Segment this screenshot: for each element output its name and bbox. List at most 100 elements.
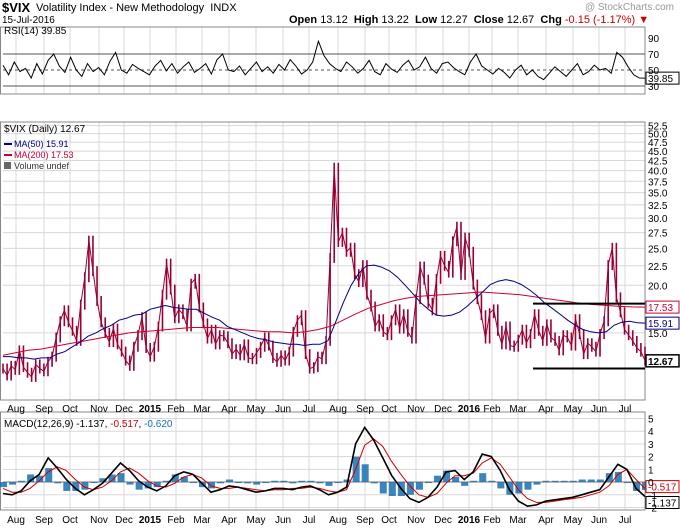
macd-x-label: Nov xyxy=(90,515,108,526)
macd-hist-bar xyxy=(578,479,586,483)
macd-x-label: May xyxy=(247,515,266,526)
price-last-value-box xyxy=(645,354,680,368)
macd-x-label: 2015 xyxy=(139,515,162,526)
macd-hist-bar xyxy=(470,480,478,483)
macd-hist-bar xyxy=(90,482,98,484)
macd-hist-bar xyxy=(271,480,279,483)
low-value: 12.27 xyxy=(440,14,468,26)
macd-hist-bar xyxy=(424,482,432,484)
macd-hist-bar xyxy=(461,482,469,486)
ticker-symbol: $VIX xyxy=(2,0,31,15)
ma200-last-value: 17.53 xyxy=(648,303,673,314)
macd-legend-macd: MACD(12,26,9) -1.137, xyxy=(4,419,110,430)
macd-hist-bar xyxy=(361,464,369,483)
down-arrow-icon: ▼ xyxy=(638,14,650,26)
macd-line xyxy=(2,425,646,508)
macd-x-label: Sep xyxy=(35,515,53,526)
grid-lines xyxy=(3,27,645,510)
price-tick-label: 20.0 xyxy=(648,281,668,292)
macd-hist-bar xyxy=(533,482,541,485)
price-tick-label: 47.5 xyxy=(648,138,668,149)
close-value: 12.67 xyxy=(506,14,535,26)
macd-hist-bar xyxy=(72,482,80,491)
price-tick-label: 52.5 xyxy=(648,122,668,133)
rsi-last-value: 39.85 xyxy=(648,74,673,85)
price-x-label: Jul xyxy=(619,404,632,415)
price-x-label: 2015 xyxy=(139,404,162,415)
rsi-tick-label: 30 xyxy=(648,82,660,93)
price-tick-label: 37.5 xyxy=(648,177,668,188)
high-value: 13.22 xyxy=(381,14,409,26)
price-tick-label: 27.5 xyxy=(648,229,668,240)
exchange-label: INDX xyxy=(210,2,237,14)
rsi-tick-label: 90 xyxy=(648,34,660,45)
macd-x-label: Aug xyxy=(329,515,347,526)
price-legend-vix: $VIX (Daily) 12.67 xyxy=(4,124,86,135)
macd-hist-bar xyxy=(9,482,17,485)
macd-hist-bar xyxy=(623,482,631,484)
price-x-label: Jun xyxy=(275,404,291,415)
price-x-label: Apr xyxy=(538,404,554,415)
macd-x-label: Mar xyxy=(509,515,527,526)
price-tick-label: 22.5 xyxy=(648,262,668,273)
macd-signal-last-value: -0.517 xyxy=(648,483,677,494)
macd-panel-border xyxy=(0,411,646,511)
macd-legend-signal: -0.517 xyxy=(110,419,139,430)
macd-hist-bar xyxy=(334,482,342,484)
chg-label: Chg xyxy=(540,14,562,26)
macd-hist-bar xyxy=(262,482,270,484)
macd-hist-bar xyxy=(0,482,7,488)
price-x-label: Feb xyxy=(167,404,185,415)
macd-hist-bar xyxy=(506,482,514,495)
watermark: @ StockCharts.com xyxy=(584,2,674,13)
macd-hist-bar xyxy=(126,482,134,485)
price-x-label: Jul xyxy=(303,404,316,415)
price-x-label: Apr xyxy=(221,404,237,415)
price-x-label: Nov xyxy=(407,404,425,415)
macd-hist-bar xyxy=(244,482,252,484)
macd-tick-label: 4 xyxy=(648,427,654,438)
macd-hist-bar xyxy=(280,480,288,483)
panel-borders xyxy=(0,26,646,511)
high-label: High xyxy=(353,14,379,26)
macd-x-label: Nov xyxy=(407,515,425,526)
price-line xyxy=(2,167,646,378)
macd-hist-bar xyxy=(560,480,568,483)
price-x-label: Sep xyxy=(356,404,374,415)
macd-legend-hist: -0.620 xyxy=(144,419,173,430)
macd-legend: MACD(12,26,9) -1.137, -0.517, -0.620 xyxy=(4,419,173,430)
macd-hist-bar xyxy=(226,479,234,483)
macd-hist-bar xyxy=(379,482,387,494)
macd-hist-bar xyxy=(569,480,577,483)
price-x-label: May xyxy=(247,404,266,415)
price-tick-label: 35.0 xyxy=(648,189,668,200)
ma50-last-value-box xyxy=(645,316,680,330)
volume-legend-swatch xyxy=(4,162,11,169)
macd-x-label: Feb xyxy=(483,515,501,526)
macd-x-label: Oct xyxy=(62,515,78,526)
macd-x-label: Jun xyxy=(275,515,291,526)
ma50-last-value: 15.91 xyxy=(648,319,673,330)
macd-x-label: Feb xyxy=(167,515,185,526)
macd-hist-bar xyxy=(542,480,550,483)
macd-hist-bar xyxy=(406,482,414,495)
macd-hist-bar xyxy=(144,482,152,489)
macd-hist-bar xyxy=(189,482,197,484)
macd-x-label: Dec xyxy=(115,515,133,526)
macd-hist-bar xyxy=(153,482,161,488)
macd-x-label: 2016 xyxy=(458,515,481,526)
price-x-label: Oct xyxy=(62,404,78,415)
security-name: Volatility Index - New Methodology INDX xyxy=(36,2,237,14)
macd-hist-bar xyxy=(415,482,423,490)
macd-hist-bar xyxy=(524,482,532,490)
macd-x-label: Jul xyxy=(619,515,632,526)
macd-x-label: Jun xyxy=(591,515,607,526)
security-name-text: Volatility Index - New Methodology xyxy=(36,2,205,14)
macd-hist-bar xyxy=(162,480,170,483)
macd-signal-last-value-box xyxy=(645,480,680,494)
macd-hist-bar xyxy=(551,480,559,483)
price-x-label: Sep xyxy=(35,404,53,415)
macd-hist-bar xyxy=(488,480,496,483)
quote-summary: Open 13.12 High 13.22 Low 12.27 Close 12… xyxy=(289,14,649,26)
